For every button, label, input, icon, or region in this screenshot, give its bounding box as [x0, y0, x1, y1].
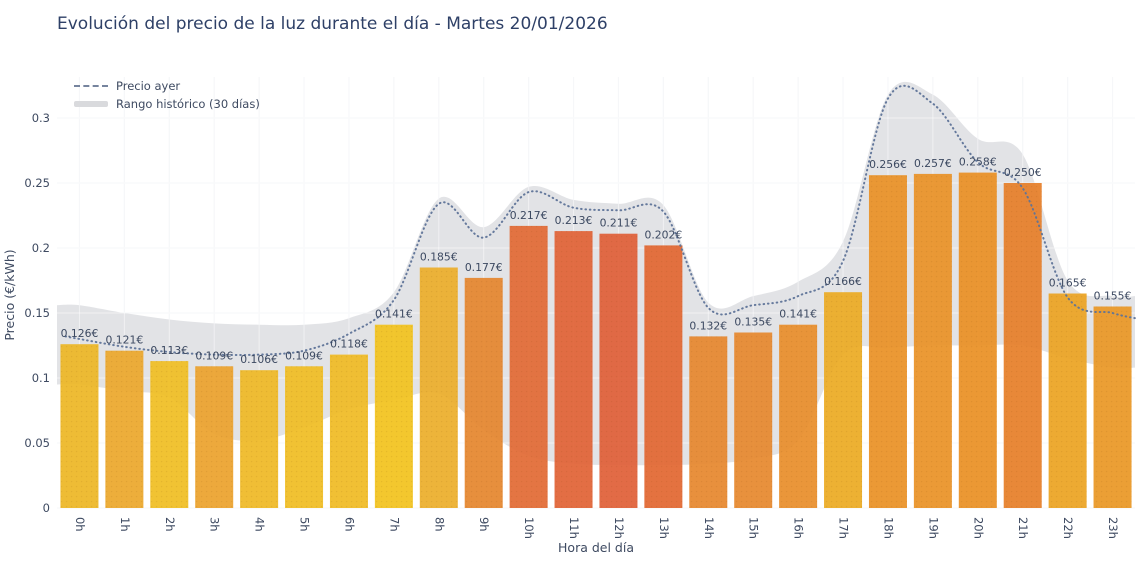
bar-value-label-20h: 0.258€ [959, 156, 997, 169]
chart-legend: Precio ayer Rango histórico (30 días) [74, 79, 260, 111]
price-bars [60, 172, 1132, 508]
x-tick-label-21h: 21h [1016, 517, 1030, 539]
bar-value-label-10h: 0.217€ [510, 209, 548, 222]
x-tick-label-19h: 19h [926, 517, 940, 539]
bar-value-labels: 0.126€ 0.121€ 0.113€ 0.109€ 0.106€ 0.109€ 0.11… [61, 156, 1132, 367]
bar-value-label-5h: 0.109€ [285, 349, 323, 362]
x-tick-label-2h: 2h [163, 517, 177, 532]
bar-texture [240, 370, 279, 508]
x-tick-label-5h: 5h [298, 517, 312, 532]
bar-value-label-6h: 0.118€ [330, 338, 368, 351]
bar-value-label-14h: 0.132€ [689, 319, 727, 332]
bar-texture [329, 354, 368, 508]
legend-label-precio-ayer: Precio ayer [116, 79, 181, 93]
bar-texture [60, 344, 99, 508]
bar-texture [509, 225, 548, 508]
bar-value-label-8h: 0.185€ [420, 251, 458, 264]
bar-texture [195, 366, 234, 508]
chart-title: Evolución del precio de la luz durante e… [57, 14, 608, 34]
bar-texture [599, 233, 638, 508]
bar-texture [554, 231, 593, 508]
bar-texture [419, 267, 458, 508]
bar-texture [1093, 306, 1132, 508]
bar-texture [1048, 293, 1087, 508]
x-tick-label-15h: 15h [747, 517, 761, 539]
legend-label-rango-historico: Rango histórico (30 días) [116, 97, 260, 111]
bar-value-label-11h: 0.213€ [555, 214, 593, 227]
bar-value-label-23h: 0.155€ [1094, 290, 1132, 303]
band-swatch [74, 101, 108, 107]
x-tick-label-10h: 10h [522, 517, 536, 539]
x-tick-label-4h: 4h [253, 517, 267, 532]
bar-texture [1003, 183, 1042, 508]
x-tick-label-17h: 17h [837, 517, 851, 539]
x-tick-label-3h: 3h [208, 517, 222, 532]
x-tick-label-0h: 0h [73, 517, 87, 532]
yesterday-price-line [64, 84, 1136, 357]
yesterday-line-layer [64, 84, 1136, 357]
bar-texture [464, 277, 503, 508]
x-tick-label-22h: 22h [1061, 517, 1075, 539]
x-tick-label-23h: 23h [1106, 517, 1120, 539]
y-tick-label: 0.25 [24, 176, 50, 190]
y-axis-title: Precio (€/kWh) [2, 249, 17, 340]
x-tick-label-7h: 7h [387, 517, 401, 532]
bar-texture [150, 361, 189, 508]
x-tick-label-11h: 11h [567, 517, 581, 539]
x-tick-label-14h: 14h [702, 517, 716, 539]
legend-item-rango-historico[interactable]: Rango histórico (30 días) [74, 97, 260, 111]
bar-value-label-15h: 0.135€ [734, 316, 772, 329]
x-tick-label-16h: 16h [792, 517, 806, 539]
x-tick-label-13h: 13h [657, 517, 671, 539]
bar-value-label-2h: 0.113€ [150, 344, 188, 357]
bar-value-label-19h: 0.257€ [914, 157, 952, 170]
bar-value-label-13h: 0.202€ [644, 228, 682, 241]
y-tick-label: 0.05 [24, 436, 50, 450]
x-axis-title: Hora del día [558, 540, 634, 555]
x-axis-ticks: 0h 1h 2h 3h 4h 5h 6h 7h 8h 9h 10h 11h 12h 13h 14h 15h 16… [73, 517, 1120, 539]
x-tick-label-8h: 8h [432, 517, 446, 532]
bar-value-label-16h: 0.141€ [779, 308, 817, 321]
bar-texture [958, 172, 997, 508]
bar-value-label-1h: 0.121€ [105, 334, 143, 347]
bar-texture [285, 366, 324, 508]
x-tick-label-12h: 12h [612, 517, 626, 539]
bar-texture [913, 173, 952, 508]
y-tick-label: 0 [43, 501, 50, 515]
bar-value-label-22h: 0.165€ [1049, 277, 1087, 290]
y-axis-ticks: 0 0.05 0.1 0.15 0.2 0.25 0.3 [24, 111, 50, 515]
x-tick-label-1h: 1h [118, 517, 132, 532]
bar-texture [779, 324, 818, 508]
bar-value-label-4h: 0.106€ [240, 353, 278, 366]
bar-value-label-0h: 0.126€ [61, 327, 99, 340]
bar-value-label-17h: 0.166€ [824, 275, 862, 288]
x-tick-label-20h: 20h [971, 517, 985, 539]
bar-value-label-12h: 0.211€ [600, 217, 638, 230]
bar-texture [734, 332, 773, 508]
bar-texture [689, 336, 728, 508]
bar-texture [105, 350, 144, 508]
bar-texture [868, 175, 907, 508]
x-tick-label-6h: 6h [342, 517, 356, 532]
bar-value-label-18h: 0.256€ [869, 158, 907, 171]
x-tick-label-9h: 9h [477, 517, 491, 532]
y-tick-label: 0.1 [32, 371, 50, 385]
bar-texture [824, 292, 863, 508]
bar-texture [644, 245, 683, 508]
bar-value-label-9h: 0.177€ [465, 261, 503, 274]
y-tick-label: 0.3 [32, 111, 50, 125]
bar-value-label-21h: 0.250€ [1004, 166, 1042, 179]
x-tick-label-18h: 18h [881, 517, 895, 539]
bar-texture [374, 324, 413, 508]
dashed-line-swatch [74, 85, 108, 87]
bar-value-label-7h: 0.141€ [375, 308, 413, 321]
y-tick-label: 0.15 [24, 306, 50, 320]
y-tick-label: 0.2 [32, 241, 50, 255]
bar-value-label-3h: 0.109€ [195, 349, 233, 362]
legend-item-precio-ayer[interactable]: Precio ayer [74, 79, 260, 93]
